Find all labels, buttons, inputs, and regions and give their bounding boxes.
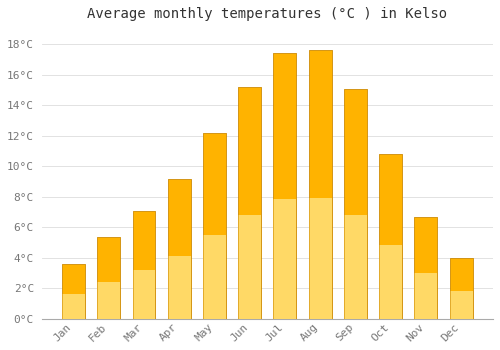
Bar: [98, 237, 120, 319]
Bar: [274, 199, 296, 319]
Bar: [414, 273, 438, 319]
Bar: [450, 292, 472, 319]
Title: Average monthly temperatures (°C ) in Kelso: Average monthly temperatures (°C ) in Ke…: [88, 7, 448, 21]
Bar: [308, 50, 332, 319]
Bar: [344, 89, 367, 319]
Bar: [450, 258, 472, 319]
Bar: [308, 198, 332, 319]
Bar: [168, 178, 190, 319]
Bar: [274, 54, 296, 319]
Bar: [308, 50, 332, 319]
Bar: [203, 133, 226, 319]
Bar: [414, 217, 438, 319]
Bar: [98, 282, 120, 319]
Bar: [132, 211, 156, 319]
Bar: [379, 154, 402, 319]
Bar: [62, 264, 85, 319]
Bar: [379, 154, 402, 319]
Bar: [98, 237, 120, 319]
Bar: [168, 256, 190, 319]
Bar: [238, 87, 261, 319]
Bar: [203, 133, 226, 319]
Bar: [274, 54, 296, 319]
Bar: [168, 178, 190, 319]
Bar: [344, 215, 367, 319]
Bar: [344, 89, 367, 319]
Bar: [238, 215, 261, 319]
Bar: [62, 264, 85, 319]
Bar: [203, 235, 226, 319]
Bar: [379, 245, 402, 319]
Bar: [414, 217, 438, 319]
Bar: [132, 211, 156, 319]
Bar: [62, 294, 85, 319]
Bar: [238, 87, 261, 319]
Bar: [450, 258, 472, 319]
Bar: [132, 270, 156, 319]
